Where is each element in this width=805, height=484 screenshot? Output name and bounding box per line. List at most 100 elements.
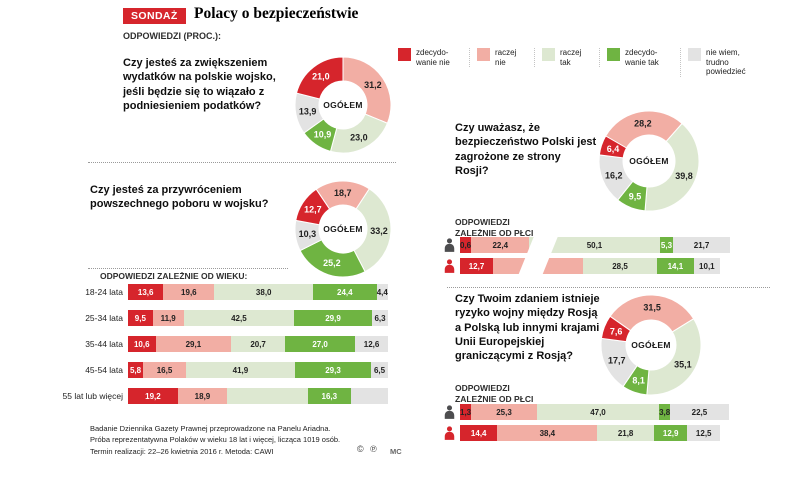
donut-value-label: 33,2 [370,226,388,236]
bar-value-label: 29,1 [185,339,202,349]
bar-value-label: 12,6 [363,339,380,349]
stacked-bar: 14,4 38,4 21,8 12,9 12,5 [460,425,720,441]
bar-segment-zdecydowanie_nie: 12,7 [460,258,494,274]
donut-segment-raczej_nie [605,110,683,149]
donut-segment-raczej_tak [646,318,702,396]
stacked-bar: 12,7 28,5 14,1 10,1 [460,258,720,274]
donut-chart-q1: 31,2 23,0 10,9 13,9 21,0 OGÓŁEM [292,54,394,156]
methodology-note: Badanie Dziennika Gazety Prawnej przepro… [90,423,340,457]
legend-item-label: raczej nie [495,48,517,67]
bar-segment-nie_wiem: 22,5 [670,404,729,420]
footer-line: Próba reprezentatywna Polaków w wieku 18… [90,435,341,445]
donut-value-label: 39,8 [675,171,693,181]
donut-value-label: 35,1 [674,360,692,370]
gender-bars-chart-q3: 0,6 22,4 50,1 5,3 21,7 12,7 28,5 14,1 10,1 [444,235,730,279]
donut-value-label: 28,2 [634,119,652,129]
donut-value-label: 13,9 [299,107,317,117]
bar-segment-zdecydowanie_nie: 9,5 [128,310,153,326]
bar-value-label: 50,1 [586,240,603,250]
bar-value-label: 47,0 [590,407,606,417]
bar-value-label: 16,5 [156,365,173,375]
bar-segment-zdecydowanie_tak: 29,3 [294,362,372,378]
bar-segment-raczej_tak: 50,1 [529,237,660,253]
age-row-label: 35-44 lata [85,338,123,349]
bar-value-label: 11,9 [160,313,176,323]
legend-item-label: zdecydo-wanie tak [625,48,659,67]
legend: zdecydo-wanie nie raczej nie raczej tak zde… [398,48,763,77]
bar-value-label: 42,5 [231,313,247,323]
bar-value-label: 14,4 [470,428,487,438]
age-bars-chart: 18-24 lata 13,6 19,6 38,0 24,4 4,4 25-34 lata 9… [58,284,392,414]
legend-item-label: raczej tak [560,48,582,67]
bar-segment-nie_wiem: 12,5 [687,425,720,441]
bar-value-label: 38,4 [539,428,556,438]
question-q2: Czy jesteś za przywróceniem powszechnego… [90,184,269,211]
bar-segment-zdecydowanie_nie: 5,8 [128,362,144,378]
bar-value-label: 21,7 [693,240,710,250]
bar-value-label: 25,3 [496,407,512,417]
bar-value-label: 16,3 [321,391,338,401]
donut-value-label: 10,3 [299,229,317,239]
bar-value-label: 41,9 [232,365,249,375]
donut-chart-q4: 31,5 35,1 8,1 17,7 7,6 OGÓŁEM [599,293,703,397]
male-icon-box [444,426,460,440]
bar-row: 45-54 lata 5,8 16,5 41,9 29,3 6,5 [58,362,392,378]
donut-chart-q2: 18,7 33,2 25,2 10,3 12,7 OGÓŁEM [292,178,394,280]
bar-value-label: 5,8 [129,365,142,375]
donut-segment-raczej_tak [644,122,700,212]
bar-row: 25-34 lata 9,5 11,9 42,5 29,9 6,3 [58,310,392,326]
by-age-label: ODPOWIEDZI ZALEŻNIE OD WIEKU: [100,271,248,281]
stacked-bar: 10,6 29,1 20,7 27,0 12,6 [128,336,388,352]
donut-segment-raczej_nie [609,294,695,333]
stacked-bar: 13,6 19,6 38,0 24,4 4,4 [128,284,388,300]
female-icon [444,405,455,419]
donut-value-label: 7,6 [610,326,623,336]
legend-item-label: zdecydo-wanie nie [416,48,450,67]
bar-value-label: 12,9 [662,428,679,438]
bar-row: 55 lat lub więcej 19,2 18,9 16,3 [58,388,392,404]
bar-segment-nie_wiem: 4,4 [376,284,388,300]
bar-value-label: 4,4 [376,287,388,297]
bar-segment-raczej_tak: 42,5 [183,310,295,326]
bar-segment-zdecydowanie_nie: 14,4 [460,425,498,441]
donut-segment-raczej_nie [342,56,392,124]
bar-segment-nie_wiem [350,388,388,404]
legend-swatch-raczej_tak [542,48,555,61]
donut-center-label: OGÓŁEM [629,155,669,166]
bar-segment-zdecydowanie_tak: 3,8 [659,404,671,420]
donut-segment-zdecydowanie_nie [600,315,632,343]
footer-line: Badanie Dziennika Gazety Prawnej przepro… [90,424,331,433]
bar-segment-zdecydowanie_nie: 13,6 [128,284,164,300]
bar-segment-raczej_tak: 21,8 [597,425,654,441]
bar-value-label: 13,6 [137,287,154,297]
bar-value-label: 20,7 [250,339,266,349]
age-row-label: 45-54 lata [85,364,123,375]
legend-item-zdecydowanie_tak: zdecydo-wanie tak [599,48,680,68]
bar-value-label: 6,3 [374,313,386,323]
bar-value-label: 38,0 [255,287,272,297]
legend-swatch-zdecydowanie_tak [607,48,620,61]
donut-value-label: 21,0 [312,72,330,82]
bar-value-label: 29,9 [325,313,341,323]
female-icon [444,238,455,252]
bar-value-label: 6,5 [373,365,386,375]
male-icon-box [444,259,460,273]
donut-value-label: 8,1 [632,375,645,385]
stacked-bar: 0,6 22,4 50,1 5,3 21,7 [460,237,730,253]
bar-value-label: 19,2 [145,391,161,401]
bar-value-label: 19,6 [181,287,197,297]
male-icon [444,426,455,440]
legend-item-nie_wiem: nie wiem, trudno powiedzieć [680,48,763,77]
age-row-label: 18-24 lata [85,286,123,297]
bar-segment-raczej_tak: 47,0 [536,404,660,420]
bar-segment-zdecydowanie_tak: 27,0 [285,336,356,352]
donut-segment-zdecydowanie_nie [295,56,344,100]
donut-value-label: 17,7 [608,355,626,365]
question-q4: Czy Twoim zdaniem istnieje ryzyko wojny … [455,293,600,363]
legend-swatch-zdecydowanie_nie [398,48,411,61]
bar-value-label: 22,5 [691,407,708,417]
footer-line: Termin realizacji: 22–26 kwietnia 2016 r… [90,446,274,456]
bar-segment-nie_wiem: 12,6 [355,336,388,352]
bar-segment-zdecydowanie_tak: 5,3 [659,237,674,253]
bar-value-label: 18,9 [194,391,211,401]
